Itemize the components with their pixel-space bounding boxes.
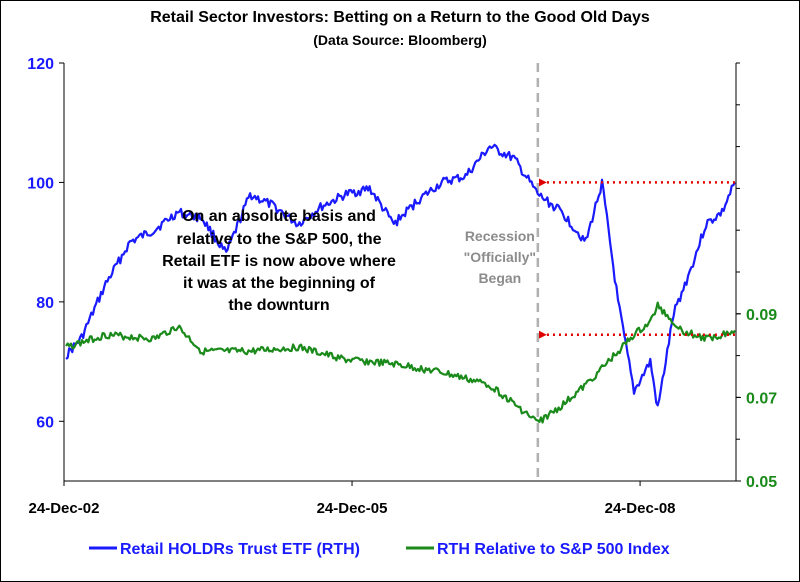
legend: Retail HOLDRs Trust ETF (RTH) RTH Relati…	[89, 541, 670, 558]
y-left-ticks: 120 100 80 60	[27, 56, 64, 431]
note-line-3: Retail ETF is now above where	[162, 253, 396, 270]
legend-label-rth: Retail HOLDRs Trust ETF (RTH)	[120, 541, 360, 558]
y-right-tick-label: 0.05	[746, 474, 777, 491]
chart-title: Retail Sector Investors: Betting on a Re…	[150, 9, 650, 26]
y-right-tick-label: 0.07	[746, 390, 777, 407]
note-line-1: On an absolute basis and	[182, 208, 376, 225]
y-left-tick-label: 120	[27, 56, 54, 73]
recession-label-line-2: "Officially"	[464, 249, 536, 265]
series-line-rth	[65, 143, 736, 407]
recession-label-line-1: Recession	[465, 228, 535, 244]
x-tick-label: 24-Dec-05	[317, 500, 388, 517]
x-tick-label: 24-Dec-02	[29, 500, 100, 517]
legend-label-relative: RTH Relative to S&P 500 Index	[437, 541, 670, 558]
note-line-2: relative to the S&P 500, the	[176, 231, 381, 248]
note-line-5: the downturn	[228, 297, 329, 314]
y-right-ticks: 0.09 0.07 0.05	[736, 62, 777, 491]
y-left-tick-label: 100	[27, 175, 54, 192]
x-tick-label: 24-Dec-08	[605, 500, 676, 517]
x-ticks: 24-Dec-02 24-Dec-05 24-Dec-08	[29, 481, 676, 517]
note-line-4: it was at the beginning of	[183, 275, 376, 292]
recession-label-line-3: Began	[478, 270, 521, 286]
chart-subtitle: (Data Source: Bloomberg)	[313, 32, 487, 48]
y-left-tick-label: 60	[36, 414, 54, 431]
y-right-tick-label: 0.09	[746, 307, 777, 324]
series-line-relative	[65, 301, 736, 424]
y-left-tick-label: 80	[36, 295, 54, 312]
